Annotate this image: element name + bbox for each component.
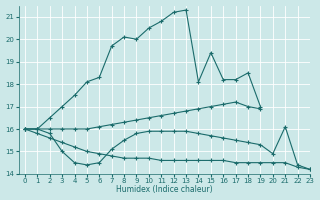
X-axis label: Humidex (Indice chaleur): Humidex (Indice chaleur) [116,185,213,194]
